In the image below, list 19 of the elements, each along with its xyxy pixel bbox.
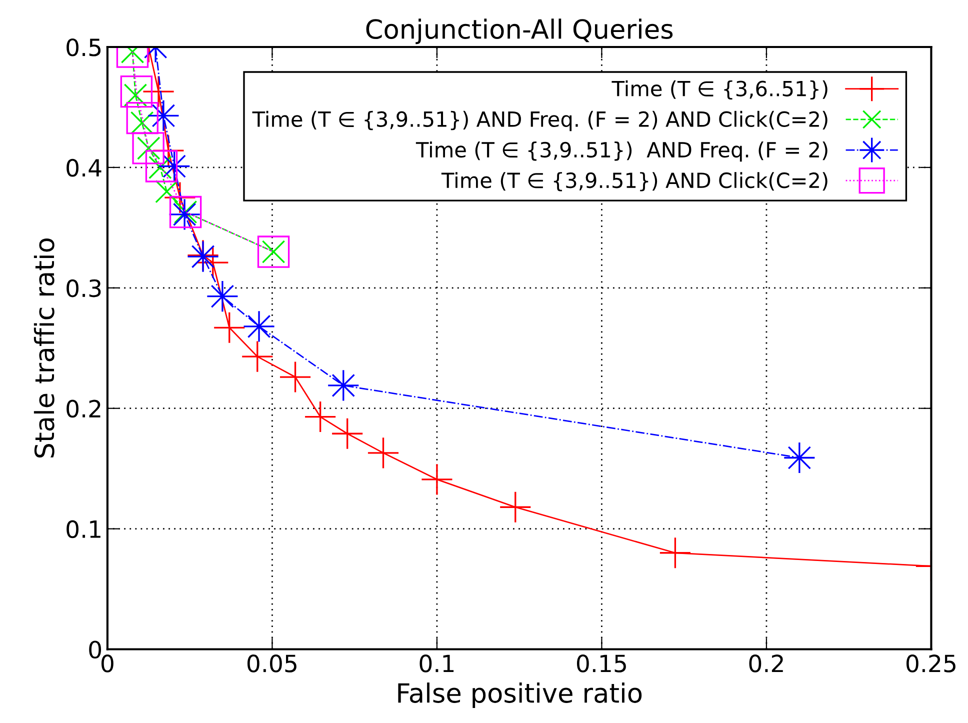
y-tick-label: 0.1: [66, 520, 100, 538]
x-tick-label: 0: [101, 654, 114, 672]
x-tick-label: 0.15: [576, 654, 626, 672]
legend-label: Time (T ∈ {3,9..51}) AND Freq. (F = 2): [416, 141, 828, 162]
legend-label: Time (T ∈ {3,9..51}) AND Click(C=2): [441, 172, 828, 192]
y-tick-label: 0.5: [66, 38, 101, 56]
y-tick-label: 0: [89, 640, 102, 659]
y-axis-title: Stale traffic ratio: [34, 238, 54, 458]
y-tick-label: 0.2: [66, 400, 100, 418]
legend-label: Time (T ∈ {3,6..51}): [612, 80, 828, 100]
x-tick-label: 0.2: [749, 654, 783, 672]
x-tick-label: 0.25: [906, 654, 956, 672]
y-tick-label: 0.3: [66, 279, 101, 298]
legend-label: Time (T ∈ {3,9..51}) AND Freq. (F = 2) AND Click(C=2): [252, 110, 828, 132]
x-tick-label: 0.05: [247, 654, 296, 672]
y-tick-label: 0.4: [66, 158, 102, 177]
x-axis-title: False positive ratio: [398, 682, 642, 708]
chart-title: Conjunction-All Queries: [366, 18, 673, 44]
x-tick-label: 0.1: [420, 654, 454, 672]
